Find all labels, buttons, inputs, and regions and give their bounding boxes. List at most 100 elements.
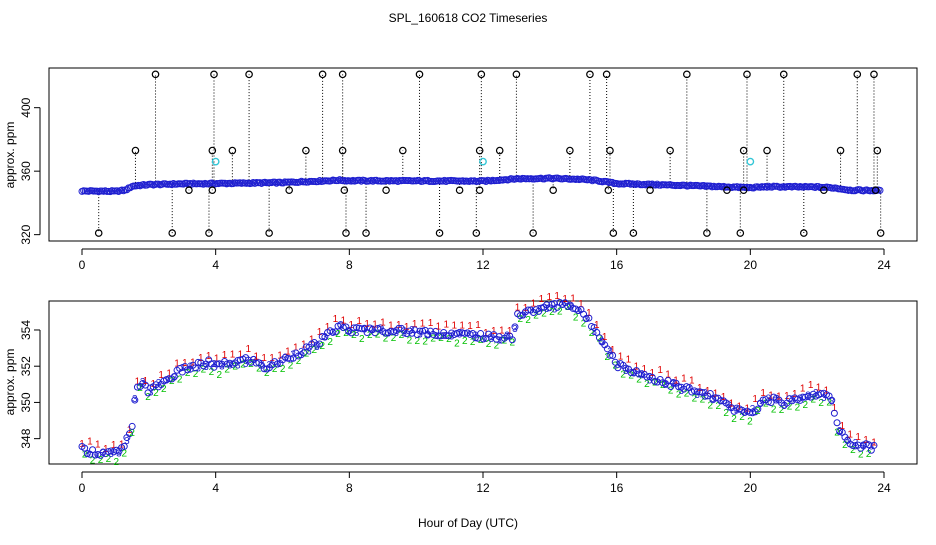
bottom-main-point <box>419 327 427 335</box>
bottom-y-tick-label: 350 <box>19 392 33 412</box>
bottom-1-marker: 1 <box>657 365 663 376</box>
bottom-2-marker: 2 <box>264 368 270 379</box>
bottom-1-marker: 1 <box>404 322 410 333</box>
spike-point <box>820 186 828 195</box>
bottom-main-point <box>120 442 128 450</box>
bottom-1-marker: 1 <box>412 319 418 330</box>
bottom-3-marker: 3 <box>370 324 376 335</box>
bottom-1-marker: 1 <box>198 353 204 364</box>
bottom-2-marker: 2 <box>169 376 175 387</box>
spike-point <box>743 70 751 79</box>
bottom-2-marker: 2 <box>367 330 373 341</box>
bottom-1-marker: 1 <box>847 430 853 441</box>
bottom-1-marker: 1 <box>380 318 386 329</box>
bottom-main-point <box>511 323 519 331</box>
bottom-main-point <box>300 349 308 357</box>
cyan-point <box>479 157 487 166</box>
bottom-main-point <box>302 343 310 351</box>
bottom-main-point <box>817 390 825 398</box>
bottom-1-marker: 1 <box>744 403 750 414</box>
bottom-2-marker: 2 <box>177 374 183 385</box>
top-x-tick-label: 4 <box>212 258 219 272</box>
bottom-1-marker: 1 <box>388 321 394 332</box>
bottom-main-point <box>693 388 701 396</box>
bottom-y-tick-label: 354 <box>19 320 33 340</box>
bottom-main-point <box>234 356 242 364</box>
main-point <box>183 179 191 187</box>
bottom-main-point <box>754 405 762 413</box>
spike-point <box>739 186 748 195</box>
bottom-2-marker: 2 <box>826 398 832 409</box>
spike-point <box>338 146 347 155</box>
bottom-main-point <box>331 328 339 336</box>
bottom-1-marker: 1 <box>444 319 450 330</box>
bottom-1-marker: 1 <box>166 368 172 379</box>
bottom-main-point <box>643 373 651 381</box>
spike-point <box>151 70 160 79</box>
bottom-2-marker: 2 <box>692 394 698 405</box>
top-x-tick-label: 24 <box>877 258 891 272</box>
top-x-tick-label: 0 <box>79 258 86 272</box>
spike-point <box>185 186 193 195</box>
bottom-2-marker: 2 <box>153 388 159 399</box>
bottom-1-marker: 1 <box>760 388 766 399</box>
bottom-2-marker: 2 <box>137 383 143 394</box>
bottom-3-marker: 3 <box>829 396 835 407</box>
bottom-1-marker: 1 <box>269 353 275 364</box>
bottom-2-marker: 2 <box>319 341 325 352</box>
spike-point <box>529 229 537 237</box>
bottom-3-marker: 3 <box>821 393 827 404</box>
main-point <box>482 177 490 185</box>
bottom-main-point <box>329 328 337 336</box>
main-point <box>357 177 365 185</box>
bottom-1-marker: 1 <box>222 350 228 361</box>
bottom-3-marker: 3 <box>861 441 867 452</box>
bottom-1-marker: 1 <box>158 370 164 381</box>
bottom-1-marker: 1 <box>855 432 861 443</box>
bottom-2-marker: 2 <box>525 315 531 326</box>
main-point <box>652 181 660 189</box>
bottom-main-point <box>213 360 221 368</box>
bottom-main-point <box>508 336 516 344</box>
bottom-2-marker: 2 <box>216 370 222 381</box>
bottom-3-marker: 3 <box>496 335 502 346</box>
bottom-2-marker: 2 <box>185 368 191 379</box>
top-y-tick-label: 360 <box>19 161 33 181</box>
main-point <box>314 178 322 186</box>
bottom-1-marker: 1 <box>642 364 648 375</box>
bottom-main-point <box>126 430 134 438</box>
chart-title: SPL_160618 CO2 Timeseries <box>389 11 548 25</box>
bottom-1-marker: 1 <box>808 380 814 391</box>
bottom-main-point <box>416 327 424 335</box>
bottom-main-point <box>192 364 200 372</box>
bottom-1-marker: 1 <box>871 437 877 448</box>
bottom-2-marker: 2 <box>589 328 595 339</box>
bottom-2-marker: 2 <box>597 333 603 344</box>
bottom-1-marker: 1 <box>253 352 259 363</box>
bottom-main-point <box>461 329 469 337</box>
bottom-main-point <box>585 314 593 322</box>
bottom-1-marker: 1 <box>436 322 442 333</box>
bottom-main-point <box>833 419 841 427</box>
bottom-1-marker: 1 <box>531 298 537 309</box>
spike-point <box>549 186 557 195</box>
bottom-1-marker: 1 <box>111 440 117 451</box>
bottom-3-marker: 3 <box>267 360 273 371</box>
bottom-2-marker: 2 <box>161 384 167 395</box>
bottom-main-point <box>83 450 91 458</box>
bottom-3-marker: 3 <box>465 328 471 339</box>
bottom-1-marker: 1 <box>214 354 220 365</box>
bottom-2-marker: 2 <box>296 356 302 367</box>
bottom-1-marker: 1 <box>309 334 315 345</box>
bottom-3-marker: 3 <box>639 369 645 380</box>
bottom-3-marker: 3 <box>591 327 597 338</box>
bottom-2-marker: 2 <box>407 335 413 346</box>
bottom-2-marker: 2 <box>803 400 809 411</box>
bottom-3-marker: 3 <box>100 448 106 459</box>
bottom-main-point <box>387 327 395 335</box>
bottom-2-marker: 2 <box>795 403 801 414</box>
bottom-x-tick-label: 8 <box>346 481 353 495</box>
bottom-3-marker: 3 <box>781 401 787 412</box>
bottom-main-point <box>606 351 614 359</box>
